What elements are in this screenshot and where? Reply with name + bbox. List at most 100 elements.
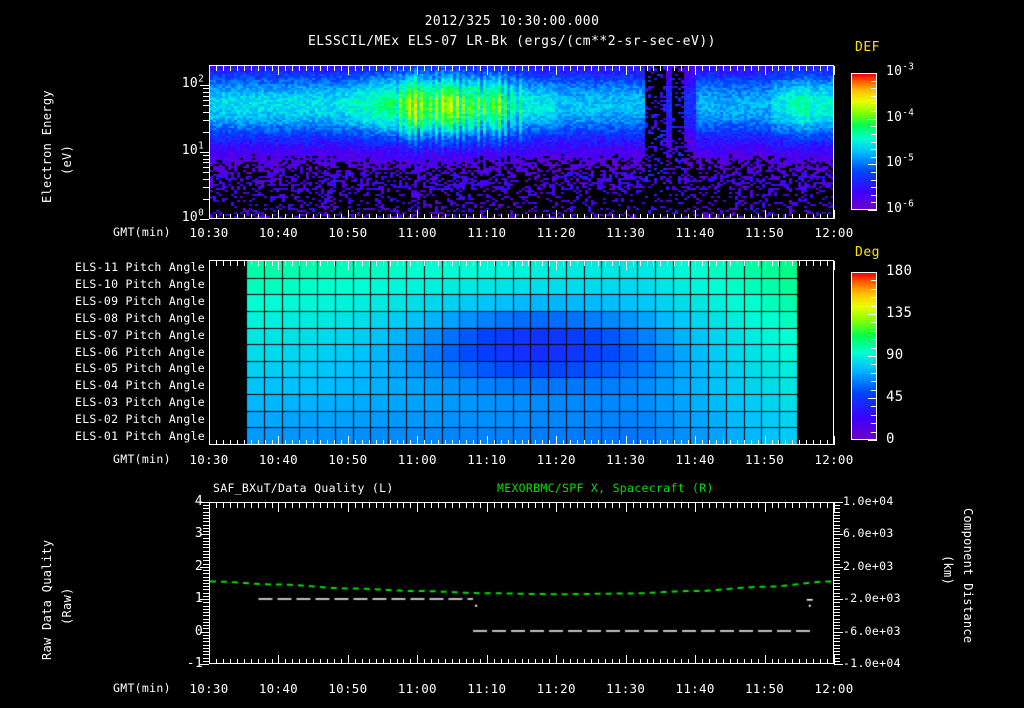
y-axis-minor-tick (203, 92, 209, 93)
y-axis-minor-tick-left (203, 541, 209, 542)
y-axis-minor-tick-right (834, 525, 840, 526)
time-axis-tick-top (549, 66, 550, 71)
time-axis-tick (653, 214, 654, 219)
panel2-xlabel: GMT(min) (113, 452, 171, 466)
y-axis-minor-tick (203, 88, 209, 89)
time-axis-tick (403, 214, 404, 219)
time-axis-tick-top (695, 503, 696, 512)
time-axis-tick (494, 214, 495, 219)
time-axis-tick-top (438, 66, 439, 71)
time-axis-tick-top (424, 66, 425, 71)
time-axis-tick-top (820, 261, 821, 266)
time-axis-tick (633, 659, 634, 664)
time-axis-tick-top (730, 261, 731, 266)
time-axis-tick-top (653, 503, 654, 508)
time-axis-tick-top (362, 261, 363, 266)
time-axis-tick (299, 659, 300, 664)
time-axis-tick-top (584, 261, 585, 266)
time-axis-tick-top (528, 503, 529, 508)
time-axis-tick-top (348, 503, 349, 512)
panel1-xlabel: GMT(min) (113, 225, 171, 239)
electron-energy-spectrogram-panel[interactable] (209, 65, 834, 219)
data-quality-panel[interactable] (209, 502, 834, 664)
time-axis-tick-top (327, 261, 328, 266)
time-axis-tick (313, 659, 314, 664)
time-axis-tick-top (327, 503, 328, 508)
colorbar-minor-tick (871, 126, 877, 127)
time-axis-tick-top (508, 503, 509, 508)
time-axis-tick-top (542, 261, 543, 266)
time-axis-tick (765, 436, 766, 445)
time-axis-tick (570, 214, 571, 219)
time-axis-tick (716, 440, 717, 445)
y-axis-minor-tick-left (203, 554, 209, 555)
time-axis-tick-top (577, 261, 578, 266)
deg-tick-label: 180 (886, 263, 913, 279)
time-axis-tick-top (758, 261, 759, 266)
time-axis-tick (695, 436, 696, 445)
time-axis-tick (501, 440, 502, 445)
time-axis-tick (660, 659, 661, 664)
pitch-angle-row-label: ELS-06 Pitch Angle (74, 345, 205, 359)
y-axis-minor-tick-left (203, 622, 209, 623)
time-axis-tick-top (535, 503, 536, 508)
y-axis-minor-tick-left (203, 583, 209, 584)
time-axis-tick (251, 214, 252, 219)
time-axis-tick-top (292, 66, 293, 71)
time-tick-label: 11:50 (744, 452, 785, 467)
time-axis-tick (515, 214, 516, 219)
time-axis-tick (313, 214, 314, 219)
pitch-angle-canvas (210, 261, 833, 444)
time-tick-label: 11:30 (606, 681, 646, 696)
time-axis-tick-top (480, 261, 481, 266)
y-axis-minor-tick-right (834, 606, 840, 607)
time-axis-tick (633, 214, 634, 219)
time-axis-tick (494, 659, 495, 664)
time-axis-tick (577, 214, 578, 219)
y-axis-minor-tick-right (834, 560, 840, 561)
time-axis-tick (535, 440, 536, 445)
y-axis-minor-tick (203, 199, 209, 200)
y-axis-minor-tick-left (203, 560, 209, 561)
pitch-angle-row-label: ELS-11 Pitch Angle (74, 260, 205, 274)
time-tick-label: 10:50 (328, 225, 368, 240)
colorbar-minor-tick (871, 195, 877, 196)
time-axis-tick (813, 440, 814, 445)
time-axis-tick (778, 659, 779, 664)
time-axis-tick-top (515, 503, 516, 508)
time-axis-tick-top (480, 503, 481, 508)
pitch-angle-row-label: ELS-01 Pitch Angle (74, 429, 205, 443)
time-axis-tick-top (383, 66, 384, 71)
time-axis-tick (778, 440, 779, 445)
time-axis-tick-top (598, 66, 599, 71)
time-axis-tick-top (688, 261, 689, 266)
pitch-angle-panel[interactable] (209, 260, 834, 445)
y-axis-minor-tick-right (834, 515, 840, 516)
time-axis-tick (265, 440, 266, 445)
time-axis-tick-top (216, 503, 217, 508)
time-axis-tick (667, 440, 668, 445)
colorbar-minor-tick (871, 103, 877, 104)
time-axis-tick-top (619, 66, 620, 71)
y-axis-minor-tick-right (834, 531, 840, 532)
time-axis-tick (820, 440, 821, 445)
time-axis-tick (216, 214, 217, 219)
time-axis-tick (278, 436, 279, 445)
time-axis-tick (806, 659, 807, 664)
time-axis-tick (258, 659, 259, 664)
time-axis-tick-top (230, 503, 231, 508)
colorbar-minor-tick (871, 210, 877, 211)
time-axis-tick-top (272, 503, 273, 508)
time-axis-tick-top (765, 503, 766, 512)
time-axis-tick (709, 214, 710, 219)
y-axis-minor-tick-right (834, 521, 840, 522)
time-axis-tick-top (688, 66, 689, 71)
time-axis-tick-top (528, 261, 529, 266)
time-axis-tick (577, 440, 578, 445)
time-axis-tick-top (577, 503, 578, 508)
time-axis-tick (209, 655, 210, 664)
colorbar-minor-tick (871, 142, 877, 143)
time-axis-tick-top (640, 261, 641, 266)
time-axis-tick-top (522, 261, 523, 266)
colorbar-minor-tick (871, 119, 877, 120)
